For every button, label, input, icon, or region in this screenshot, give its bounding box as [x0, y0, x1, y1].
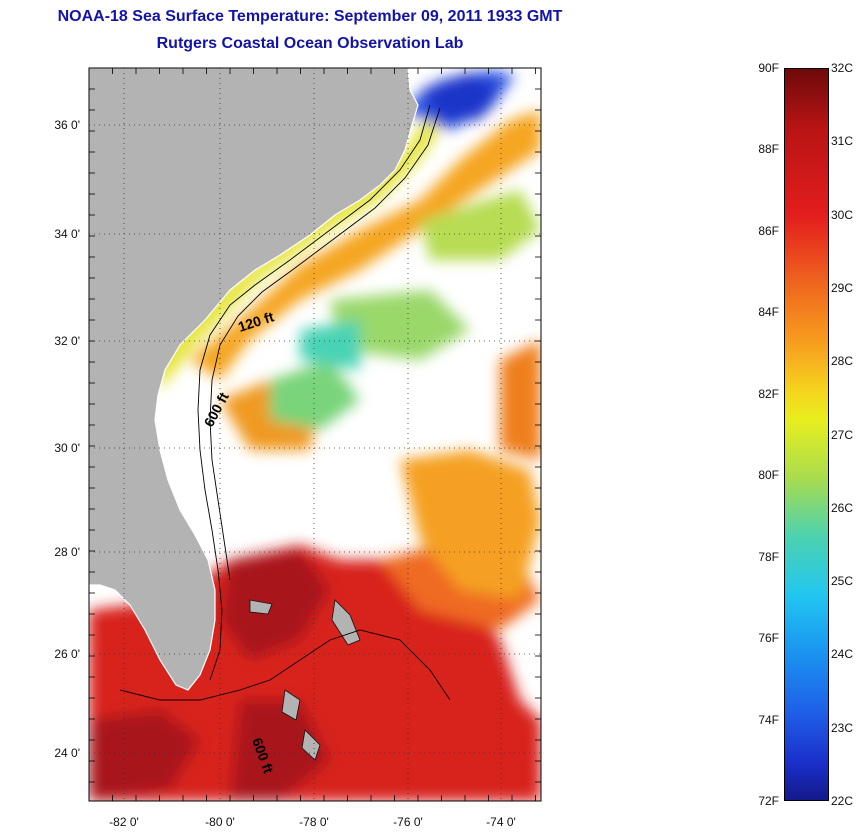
lon-tick-label: -80 0': [205, 815, 235, 829]
colorbar-f-label: 90F: [758, 61, 779, 75]
lon-tick-label: -82 0': [109, 815, 139, 829]
colorbar-c-label: 27C: [831, 427, 854, 442]
map-title: NOAA-18 Sea Surface Temperature: Septemb…: [57, 8, 563, 25]
colorbar-f-label: 74F: [758, 712, 779, 727]
sst-map: -82 0' -80 0' -78 0' -76 0' -74 0' 36 0' 34 0'…: [54, 67, 542, 829]
lat-tick-label: 24 0': [54, 746, 80, 760]
colorbar-c-label: 29C: [831, 280, 854, 295]
colorbar-c-label: 22C: [831, 794, 854, 808]
colorbar-f-label: 86F: [758, 223, 779, 238]
colorbar-f-label: 78F: [758, 549, 779, 564]
lat-tick-label: 30 0': [54, 441, 80, 455]
lon-tick-label: -76 0': [393, 815, 423, 829]
colorbar-c-label: 32C: [831, 61, 854, 75]
lat-tick-label: 28 0': [54, 545, 80, 559]
colorbar-f-label: 76F: [758, 631, 779, 646]
colorbar-f-label: 88F: [758, 142, 779, 157]
color-scale-bar: [784, 68, 829, 801]
axis-ticks: -82 0' -80 0' -78 0' -76 0' -74 0' 36 0' 34 0'…: [54, 67, 541, 829]
islands: [249, 599, 361, 761]
colorbar-f-label: 84F: [758, 305, 779, 320]
lon-tick-label: -74 0': [486, 815, 516, 829]
colorbar-c-label: 30C: [831, 207, 854, 222]
isobaths: [119, 104, 451, 701]
colorbar-f-label: 80F: [758, 468, 779, 483]
lat-tick-label: 32 0': [54, 334, 80, 348]
lat-tick-label: 26 0': [54, 647, 80, 661]
colorbar-c-label: 23C: [831, 720, 854, 735]
grid-lines: [89, 68, 541, 801]
lat-tick-label: 34 0': [54, 227, 80, 241]
colorbar-c-label: 31C: [831, 134, 854, 149]
land-mass: [89, 68, 419, 691]
color-legend: 90F 88F 86F 84F 82F 80F 78F 76F 74F 72F 32C 31C 30C 2…: [745, 60, 865, 820]
lon-tick-label: -78 0': [299, 815, 329, 829]
colorbar-c-label: 26C: [831, 500, 854, 515]
sst-field: [89, 70, 541, 801]
colorbar-c-label: 25C: [831, 574, 854, 589]
colorbar-f-label: 82F: [758, 386, 779, 401]
colorbar-c-label: 24C: [831, 647, 854, 662]
lat-tick-label: 36 0': [54, 118, 80, 132]
colorbar-c-label: 28C: [831, 354, 854, 369]
map-subtitle: Rutgers Coastal Ocean Observation Lab: [156, 35, 464, 52]
colorbar-f-label: 72F: [758, 794, 779, 808]
